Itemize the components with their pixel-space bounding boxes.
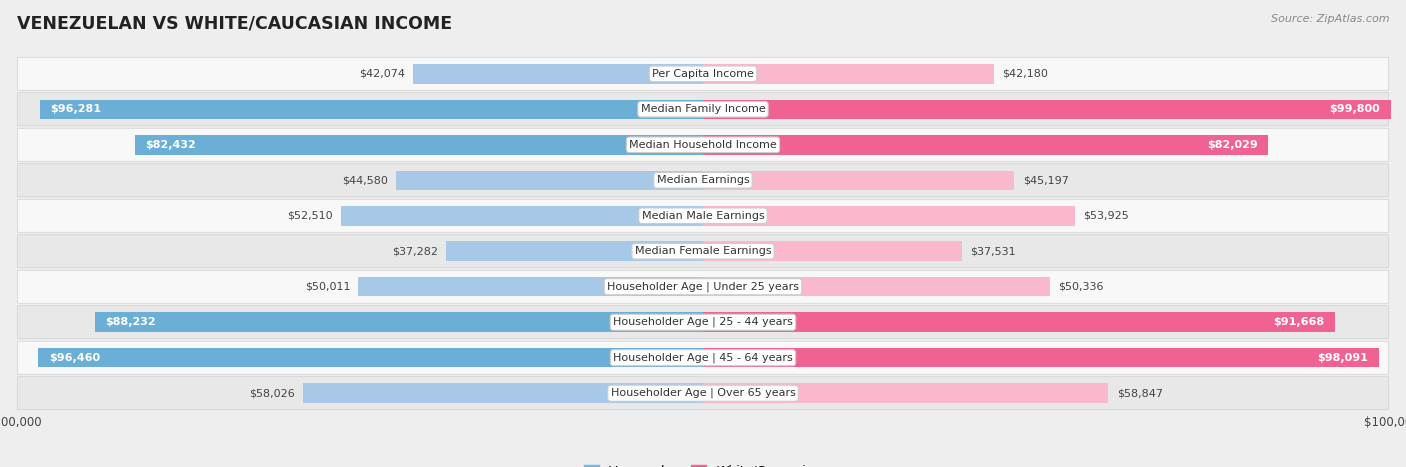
Text: Median Earnings: Median Earnings (657, 175, 749, 185)
Bar (703, 312, 1334, 332)
FancyBboxPatch shape (17, 235, 1389, 268)
FancyBboxPatch shape (17, 306, 1389, 339)
Bar (703, 348, 1379, 368)
Text: $82,432: $82,432 (145, 140, 197, 150)
Text: $91,668: $91,668 (1272, 317, 1324, 327)
Bar (304, 383, 703, 403)
Text: $98,091: $98,091 (1317, 353, 1368, 363)
Text: $37,282: $37,282 (392, 246, 437, 256)
Bar (703, 99, 1391, 119)
Text: Householder Age | 25 - 44 years: Householder Age | 25 - 44 years (613, 317, 793, 327)
Text: Source: ZipAtlas.com: Source: ZipAtlas.com (1271, 14, 1389, 24)
Bar (703, 170, 1014, 190)
Text: Median Household Income: Median Household Income (628, 140, 778, 150)
Text: $44,580: $44,580 (342, 175, 388, 185)
Bar (135, 135, 703, 155)
Text: $42,074: $42,074 (359, 69, 405, 79)
Bar (703, 206, 1074, 226)
Bar (703, 241, 962, 261)
Legend: Venezuelan, White/Caucasian: Venezuelan, White/Caucasian (579, 460, 827, 467)
Text: Median Male Earnings: Median Male Earnings (641, 211, 765, 221)
FancyBboxPatch shape (17, 164, 1389, 197)
Bar (96, 312, 703, 332)
Text: $58,847: $58,847 (1116, 388, 1163, 398)
Text: $82,029: $82,029 (1206, 140, 1258, 150)
Bar (39, 99, 703, 119)
Bar (703, 383, 1108, 403)
Text: $96,460: $96,460 (49, 353, 100, 363)
Bar (703, 135, 1268, 155)
Text: $45,197: $45,197 (1022, 175, 1069, 185)
Bar (342, 206, 703, 226)
Bar (359, 277, 703, 297)
Text: Median Female Earnings: Median Female Earnings (634, 246, 772, 256)
FancyBboxPatch shape (17, 128, 1389, 161)
Text: $96,281: $96,281 (51, 104, 101, 114)
Text: Median Family Income: Median Family Income (641, 104, 765, 114)
Text: $58,026: $58,026 (249, 388, 295, 398)
Bar (413, 64, 703, 84)
Text: $50,011: $50,011 (305, 282, 350, 292)
Text: Householder Age | 45 - 64 years: Householder Age | 45 - 64 years (613, 353, 793, 363)
Bar (38, 348, 703, 368)
Text: Householder Age | Under 25 years: Householder Age | Under 25 years (607, 282, 799, 292)
Bar (446, 241, 703, 261)
Bar (703, 64, 994, 84)
Text: VENEZUELAN VS WHITE/CAUCASIAN INCOME: VENEZUELAN VS WHITE/CAUCASIAN INCOME (17, 14, 451, 32)
Text: $42,180: $42,180 (1002, 69, 1047, 79)
Bar (396, 170, 703, 190)
FancyBboxPatch shape (17, 341, 1389, 374)
Text: Householder Age | Over 65 years: Householder Age | Over 65 years (610, 388, 796, 398)
Bar (703, 277, 1050, 297)
FancyBboxPatch shape (17, 270, 1389, 303)
Text: $88,232: $88,232 (105, 317, 156, 327)
Text: $99,800: $99,800 (1330, 104, 1381, 114)
Text: Per Capita Income: Per Capita Income (652, 69, 754, 79)
Text: $53,925: $53,925 (1083, 211, 1129, 221)
FancyBboxPatch shape (17, 377, 1389, 410)
FancyBboxPatch shape (17, 57, 1389, 90)
FancyBboxPatch shape (17, 199, 1389, 232)
FancyBboxPatch shape (17, 93, 1389, 126)
Text: $52,510: $52,510 (287, 211, 333, 221)
Text: $50,336: $50,336 (1059, 282, 1104, 292)
Text: $37,531: $37,531 (970, 246, 1015, 256)
